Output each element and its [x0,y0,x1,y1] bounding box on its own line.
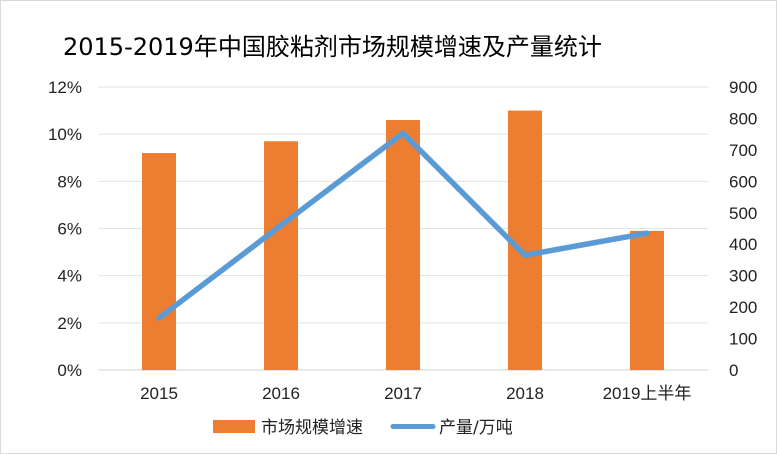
y-left-tick-label: 8% [57,172,82,191]
y-left-tick-label: 6% [57,220,82,239]
x-tick-label: 2019上半年 [603,384,692,403]
legend-label: 产量/万吨 [439,418,513,438]
y-left-tick-label: 12% [48,78,82,97]
bar-series [142,110,664,371]
y-right-tick-label: 700 [729,141,757,160]
y-right-tick-label: 500 [729,204,757,223]
y-right-tick-label: 800 [729,109,757,128]
y-left-tick-label: 2% [57,314,82,333]
y-right-tick-label: 300 [729,267,757,286]
axes: 0% 2% 4% 6% 8% 10% 12% 0 100 200 300 400 500 600 700 80… [48,78,757,403]
legend-bar-swatch [213,420,255,433]
x-tick-label: 2015 [140,384,178,403]
bar [142,153,176,370]
x-tick-label: 2018 [506,384,544,403]
y-right-tick-label: 100 [729,330,757,349]
y-right-tick-label: 400 [729,235,757,254]
chart-title: 2015-2019年中国胶粘剂市场规模增速及产量统计 [63,33,602,61]
y-left-tick-label: 10% [48,125,82,144]
y-right-tick-label: 0 [729,361,738,380]
y-right-tick-label: 600 [729,172,757,191]
x-tick-label: 2016 [262,384,300,403]
legend-label: 市场规模增速 [261,418,363,438]
y-left-tick-label: 0% [57,361,82,380]
line-series [156,130,650,321]
legend: 市场规模增速 产量/万吨 [213,418,513,438]
y-right-tick-label: 900 [729,78,757,97]
bar [386,120,420,371]
bar [630,230,664,370]
y-right-tick-label: 200 [729,298,757,317]
y-left-tick-label: 4% [57,267,82,286]
bar [264,141,298,370]
x-tick-label: 2017 [384,384,422,403]
